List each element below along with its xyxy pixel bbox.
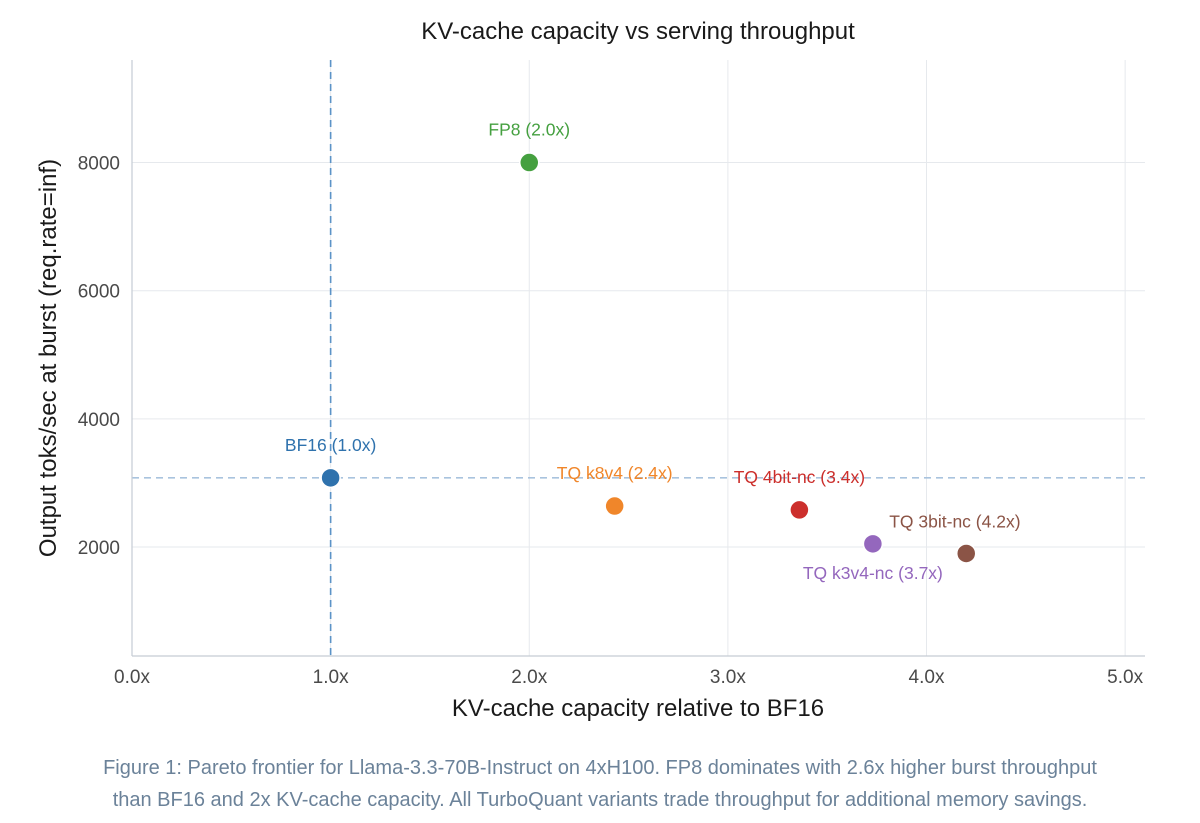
x-tick-label: 0.0x — [114, 667, 150, 688]
tick-labels: 0.0x 1.0x 2.0x 3.0x 4.0x 5.0x 2000 4000 6000 8000 — [78, 154, 1144, 688]
data-point — [604, 495, 625, 517]
caption-line-2: than BF16 and 2x KV-cache capacity. All … — [112, 789, 1088, 811]
y-tick-label: 2000 — [78, 538, 120, 559]
data-point — [320, 467, 341, 489]
data-point — [862, 533, 884, 555]
scatter-chart: 0.0x 1.0x 2.0x 3.0x 4.0x 5.0x 2000 4000 6000 8000… — [35, 18, 1145, 722]
y-tick-label: 6000 — [78, 282, 120, 303]
reference-lines — [132, 60, 1145, 656]
data-point — [789, 499, 810, 521]
axes — [131, 60, 1145, 657]
x-tick-label: 4.0x — [909, 667, 945, 688]
y-tick-label: 4000 — [78, 410, 120, 431]
data-point — [955, 543, 977, 564]
x-tick-label: 2.0x — [511, 667, 547, 688]
x-tick-label: 1.0x — [313, 667, 349, 688]
caption-line-1: Figure 1: Pareto frontier for Llama-3.3-… — [103, 757, 1097, 779]
point-label: BF16 (1.0x) — [285, 435, 376, 455]
grid — [131, 60, 1145, 656]
point-label: TQ 3bit-nc (4.2x) — [889, 511, 1020, 531]
point-labels: BF16 (1.0x) FP8 (2.0x) TQ k8v4 (2.4x) TQ 4b… — [285, 120, 1021, 583]
chart-title: KV-cache capacity vs serving throughput — [421, 18, 855, 45]
y-tick-label: 8000 — [78, 154, 120, 175]
point-label: TQ k8v4 (2.4x) — [557, 463, 673, 483]
point-label: TQ k3v4-nc (3.7x) — [803, 563, 943, 583]
data-point — [519, 152, 540, 173]
point-label: FP8 (2.0x) — [488, 120, 570, 140]
x-axis-label: KV-cache capacity relative to BF16 — [452, 695, 824, 722]
x-tick-label: 5.0x — [1107, 667, 1143, 688]
y-axis-label: Output toks/sec at burst (req.rate=inf) — [35, 159, 62, 557]
point-label: TQ 4bit-nc (3.4x) — [734, 467, 865, 487]
x-tick-label: 3.0x — [710, 667, 746, 688]
data-points — [320, 152, 977, 564]
figure-caption: Figure 1: Pareto frontier for Llama-3.3-… — [40, 752, 1160, 816]
